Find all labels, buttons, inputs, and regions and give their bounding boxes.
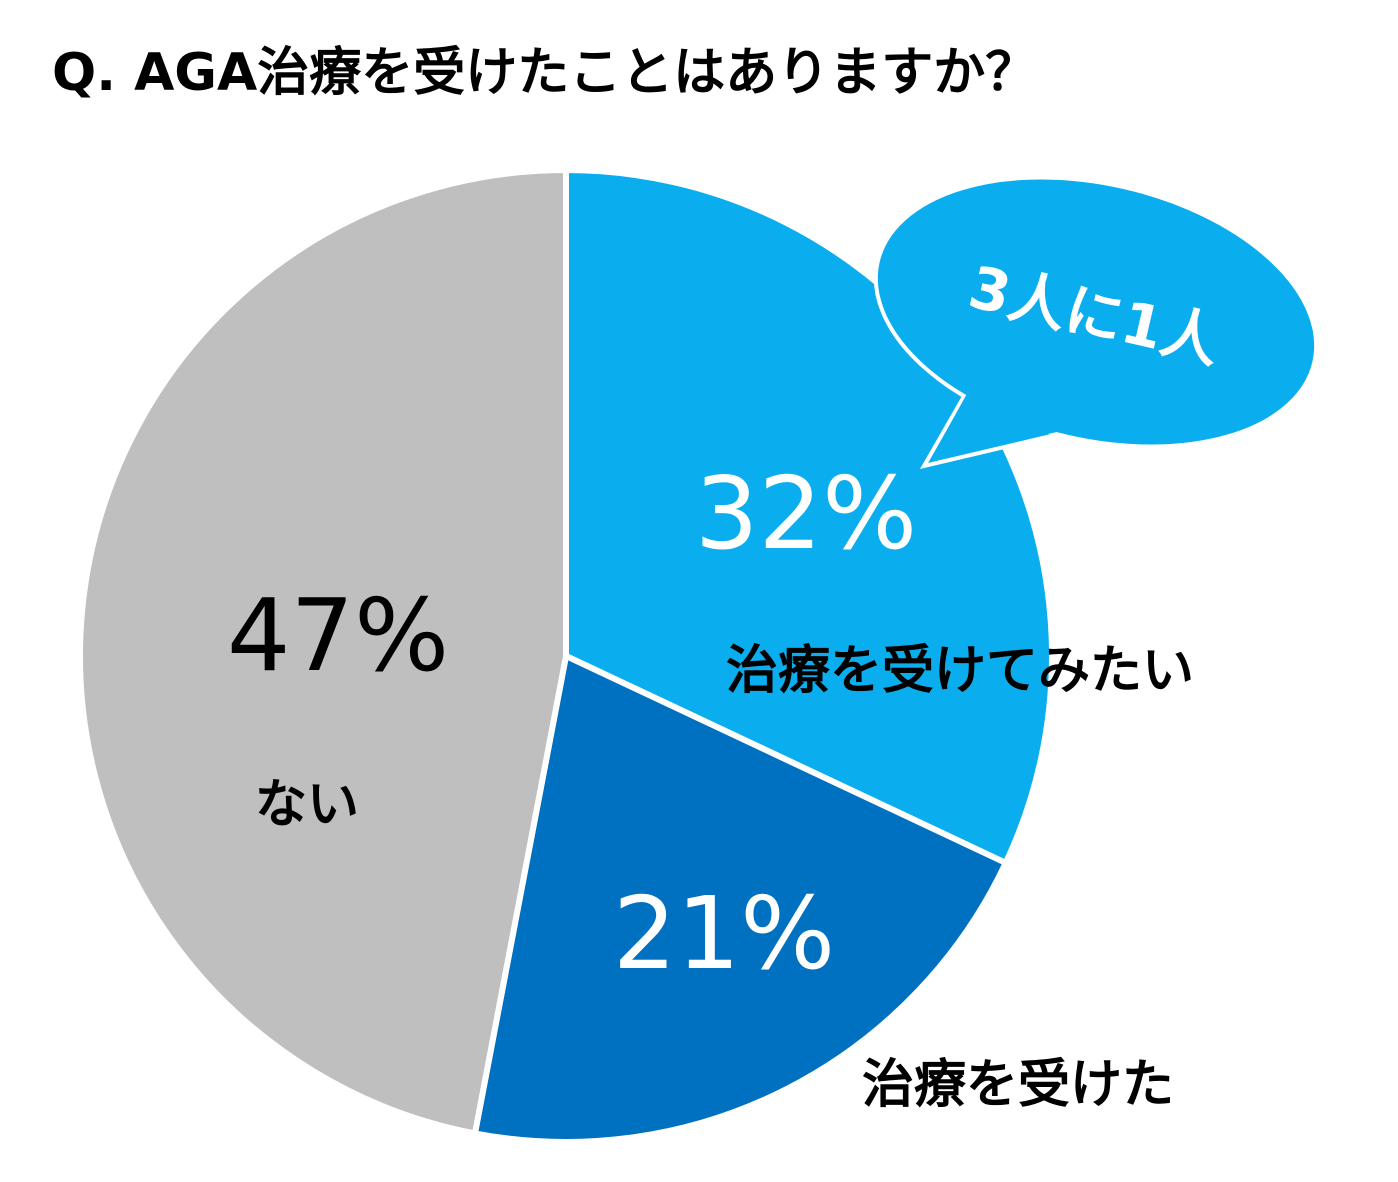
slice-category-label-none: ない	[255, 775, 359, 835]
pie-slice-received	[471, 653, 1009, 1145]
slice-value-label-none: 47%	[227, 577, 449, 694]
chart-title: Q. AGA治療を受けたことはありますか？	[52, 43, 1037, 103]
slice-category-label-want: 治療を受けてみたい	[726, 641, 1194, 701]
slice-value-label-received: 21%	[613, 875, 835, 992]
slice-value-label-want: 32%	[695, 455, 917, 572]
slice-category-label-received: 治療を受けた	[862, 1055, 1174, 1115]
callout-bubble-joint	[930, 374, 1066, 460]
callout-bubble: 3人に1人	[873, 175, 1319, 470]
pie-slice-none	[77, 167, 569, 1137]
